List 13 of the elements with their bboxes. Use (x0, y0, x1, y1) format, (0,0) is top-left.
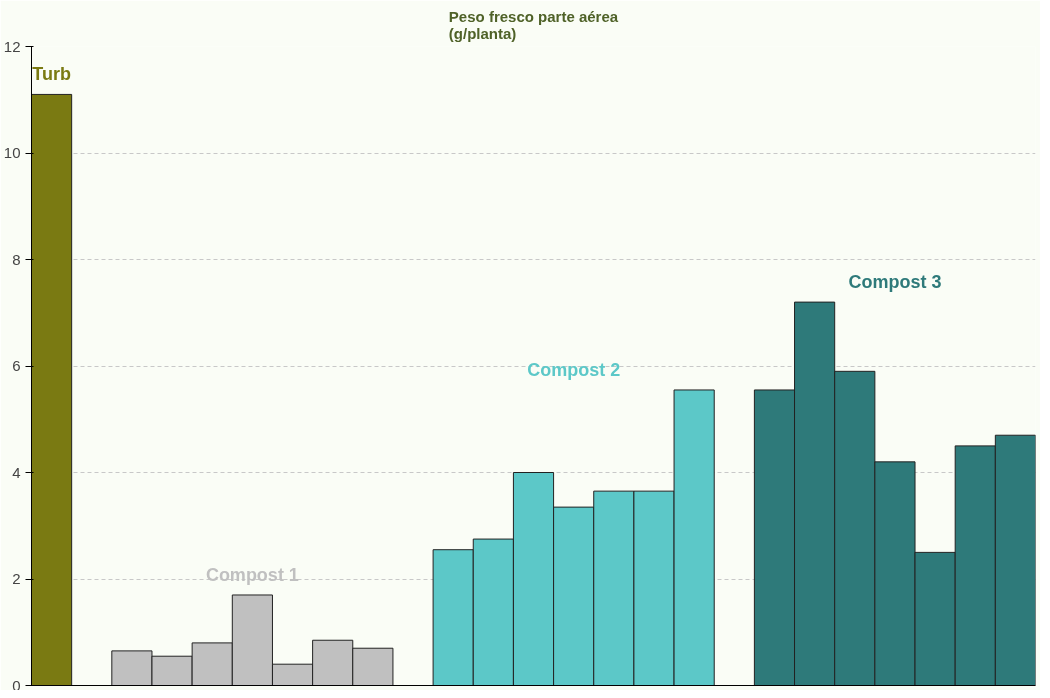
chart-title: Peso fresco parte aérea (g/planta) (448, 7, 619, 42)
y-tick-label: 8 (12, 250, 21, 268)
y-tick-label: 10 (3, 144, 21, 161)
y-tick-label: 2 (12, 570, 21, 587)
y-tick-label: 0 (12, 676, 21, 694)
y-tick-label: 12 (3, 37, 21, 55)
y-tick-label: 6 (12, 357, 21, 374)
text: Compost 2 (527, 359, 621, 380)
series-label: Compost 3 (848, 272, 942, 293)
bar (31, 93, 73, 686)
series-label: Turb (32, 64, 71, 85)
series-label: Compost 1 (205, 564, 299, 585)
y-tick-label: 4 (12, 463, 21, 481)
